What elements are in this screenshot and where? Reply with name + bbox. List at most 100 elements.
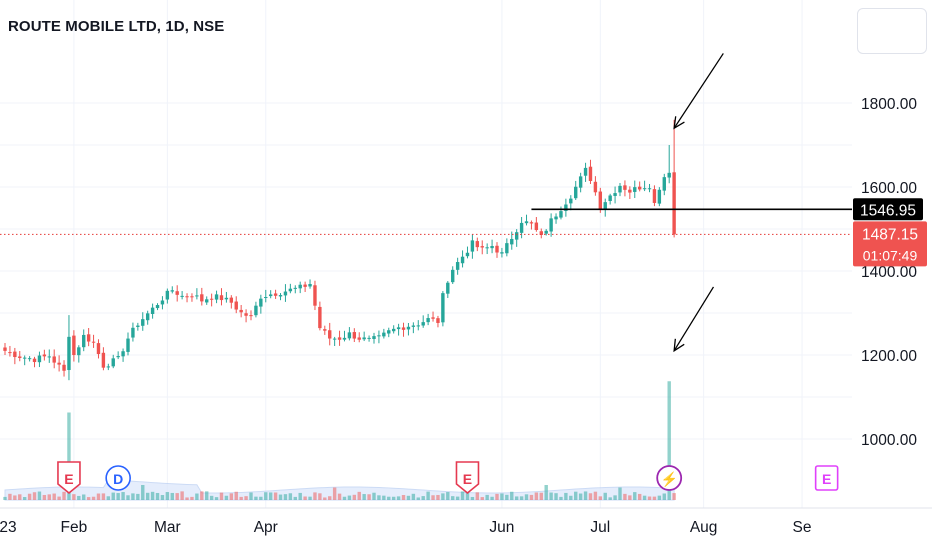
candle-body[interactable] <box>436 318 440 323</box>
candle-body[interactable] <box>618 185 622 193</box>
candle-body[interactable] <box>313 285 317 306</box>
candle-body[interactable] <box>539 231 543 235</box>
candle-body[interactable] <box>554 216 558 220</box>
candle-body[interactable] <box>278 295 283 297</box>
candle-body[interactable] <box>524 221 529 224</box>
candle-body[interactable] <box>111 358 115 367</box>
candle-body[interactable] <box>578 176 583 188</box>
candle-body[interactable] <box>470 240 475 252</box>
candle-body[interactable] <box>244 313 248 316</box>
candle-body[interactable] <box>264 297 268 299</box>
candle-body[interactable] <box>598 191 603 209</box>
candle-body[interactable] <box>219 295 224 301</box>
candle-body[interactable] <box>303 284 307 287</box>
candle-body[interactable] <box>490 246 494 249</box>
time-axis[interactable]: 23 Feb Mar Apr Jun Jul Aug Se <box>0 519 812 536</box>
candle-body[interactable] <box>377 335 381 337</box>
candle-body[interactable] <box>22 357 27 359</box>
candle-body[interactable] <box>308 284 312 287</box>
candle-body[interactable] <box>633 187 637 192</box>
candle-body[interactable] <box>460 256 465 264</box>
candle-body[interactable] <box>662 177 666 191</box>
candle-body[interactable] <box>126 338 130 352</box>
candle-body[interactable] <box>150 307 155 314</box>
candle-body[interactable] <box>628 189 632 193</box>
candle-body[interactable] <box>519 222 524 233</box>
candle-body[interactable] <box>13 351 17 358</box>
candle-body[interactable] <box>337 337 342 340</box>
candle-body[interactable] <box>342 337 347 340</box>
candle-body[interactable] <box>657 189 662 204</box>
candle-body[interactable] <box>574 186 578 199</box>
candle-body[interactable] <box>91 341 96 343</box>
candle-body[interactable] <box>141 319 145 326</box>
candle-body[interactable] <box>593 181 598 193</box>
candle-body[interactable] <box>180 295 184 297</box>
candle-body[interactable] <box>588 166 593 181</box>
candle-body[interactable] <box>475 241 480 248</box>
candle-body[interactable] <box>249 315 253 317</box>
candle-body[interactable] <box>455 262 460 270</box>
candle-body[interactable] <box>667 172 671 178</box>
candle-body[interactable] <box>47 356 51 358</box>
candle-body[interactable] <box>96 343 101 355</box>
candle-body[interactable] <box>52 356 56 363</box>
candle-body[interactable] <box>101 352 106 368</box>
candle-body[interactable] <box>293 287 297 289</box>
candle-body[interactable] <box>637 186 642 190</box>
candle-body[interactable] <box>391 328 396 332</box>
candle-body[interactable] <box>431 317 435 319</box>
candle-body[interactable] <box>195 295 199 297</box>
candle-body[interactable] <box>32 358 37 363</box>
candle-body[interactable] <box>465 252 470 257</box>
candle-body[interactable] <box>165 290 170 300</box>
candle-body[interactable] <box>254 305 258 316</box>
candle-body[interactable] <box>514 232 519 240</box>
candle-body[interactable] <box>82 334 86 348</box>
candle-body[interactable] <box>451 269 455 283</box>
candle-body[interactable] <box>145 313 150 321</box>
candle-body[interactable] <box>608 195 612 201</box>
candle-body[interactable] <box>583 167 588 176</box>
candle-body[interactable] <box>77 347 81 356</box>
candle-body[interactable] <box>362 337 366 340</box>
candle-body[interactable] <box>495 245 499 253</box>
candle-body[interactable] <box>500 252 504 254</box>
candle-body[interactable] <box>406 326 411 330</box>
candle-body[interactable] <box>485 247 489 249</box>
candle-body[interactable] <box>569 198 573 204</box>
candle-body[interactable] <box>205 299 209 303</box>
candle-body[interactable] <box>510 238 514 245</box>
candle-body[interactable] <box>288 288 293 292</box>
candle-body[interactable] <box>67 336 71 371</box>
candle-body[interactable] <box>131 327 135 338</box>
candle-body[interactable] <box>534 222 539 231</box>
candle-body[interactable] <box>421 322 425 326</box>
candle-body[interactable] <box>136 325 140 327</box>
candle-body[interactable] <box>603 202 607 210</box>
candle-body[interactable] <box>190 296 194 298</box>
candle-body[interactable] <box>347 332 352 339</box>
candle-body[interactable] <box>505 243 509 254</box>
price-axis[interactable]: 1800.00 1600.00 1400.00 1200.00 1000.00 1546.… <box>853 96 927 449</box>
candle-body[interactable] <box>86 334 91 342</box>
candle-body[interactable] <box>564 204 568 211</box>
candle-body[interactable] <box>382 332 386 337</box>
candle-body[interactable] <box>155 305 160 309</box>
candle-body[interactable] <box>283 291 288 296</box>
candle-body[interactable] <box>224 297 229 300</box>
candle-body[interactable] <box>3 347 7 351</box>
candle-body[interactable] <box>372 336 376 340</box>
event-marker-split[interactable]: ⚡ <box>656 465 683 491</box>
candle-body[interactable] <box>441 293 445 323</box>
candle-body[interactable] <box>160 300 165 305</box>
candle-body[interactable] <box>318 306 322 329</box>
candle-body[interactable] <box>332 338 337 340</box>
candle-body[interactable] <box>367 337 371 339</box>
event-marker-future_earnings[interactable]: E <box>814 465 839 491</box>
candle-body[interactable] <box>72 335 76 356</box>
candle-body[interactable] <box>387 330 391 334</box>
candle-body[interactable] <box>352 332 357 339</box>
candle-body[interactable] <box>214 294 219 300</box>
